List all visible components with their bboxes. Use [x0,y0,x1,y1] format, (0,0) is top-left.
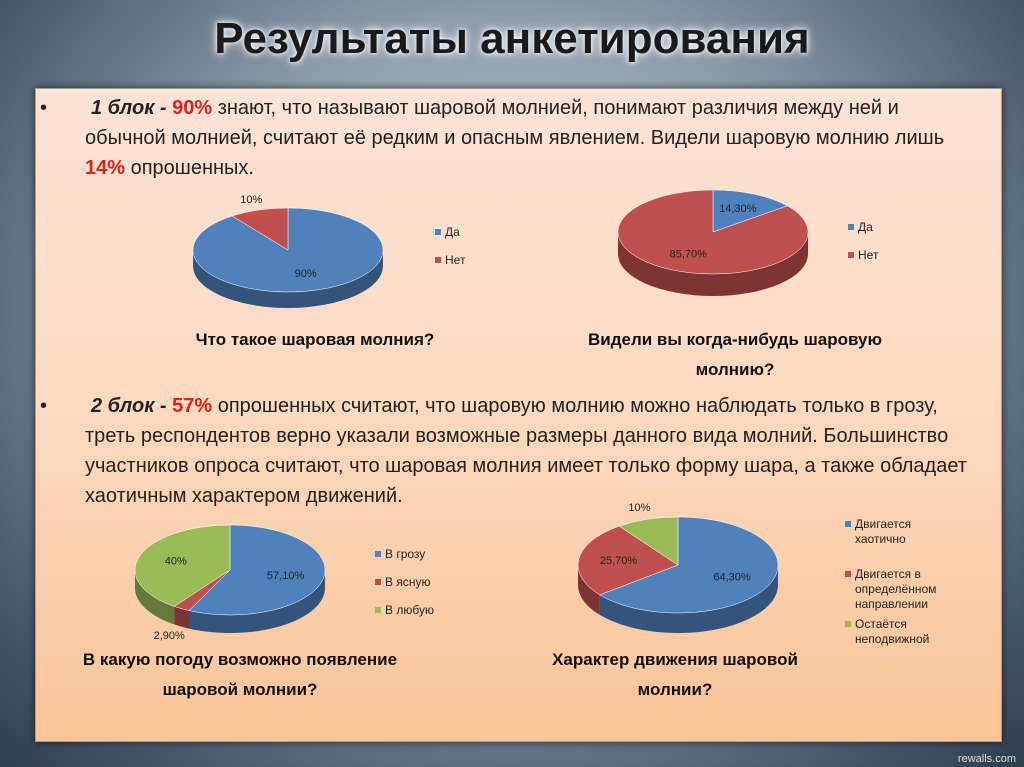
legend-swatch [848,252,854,258]
chart-caption: Что такое шаровая молния? [195,330,435,349]
legend-label: Нет [858,248,879,262]
pie-slice [231,207,289,251]
pie-side [135,570,175,625]
lead: 2 блок - [91,395,173,417]
bullet: 1 блок - 90% знают, что называют шаровой… [40,93,985,183]
value-label: 90% [295,268,317,280]
value-label: 10% [240,194,262,206]
pie-slice [188,524,326,616]
pie-slice [617,189,809,275]
legend-label: Нет [445,253,466,267]
value-label: 85,70% [670,249,708,261]
chart-caption: Видели вы когда-нибудь шаровую молнию? [587,330,883,379]
legend-entry: Двигается в определённом направлении [845,567,965,612]
legend-entry: Нет [848,248,918,263]
legend-label: В грозу [385,547,426,561]
text: опрошенных считают, что шаровую молнию м… [85,395,967,507]
value-label: 14,30% [719,203,757,215]
legend-entry: В ясную [375,575,465,590]
legend-swatch [845,571,851,577]
pie-side [193,250,383,308]
value-label: 57,10% [267,570,305,582]
text: опрошенных. [125,157,254,179]
pie-side [599,565,778,633]
legend-label: Двигается хаотично [855,517,912,546]
value-label: 2,90% [154,630,185,642]
legend-entry: Остаётся неподвижной [845,617,965,647]
legend-entry: Нет [435,253,505,268]
pie-side [189,570,325,634]
value-label: 40% [165,556,187,568]
chart-caption: Характер движения шаровой молнии? [552,650,798,699]
legend-label: Двигается в определённом направлении [855,567,937,611]
value-label: 10% [628,502,650,514]
legend-entry: В любую [375,603,465,618]
pie-side [618,232,808,296]
chart-caption: В какую погоду возможно появление шарово… [82,650,398,699]
pie-slice [618,516,679,566]
legend-swatch [845,521,851,527]
legend-swatch [375,579,381,585]
legend-swatch [848,224,854,230]
pie-slice [599,516,779,614]
value-label: 64,30% [713,571,751,583]
legend-entry: В грозу [375,547,465,562]
legend-swatch [375,551,381,557]
lead: 1 блок - [91,97,173,119]
pie-side [174,606,190,629]
legend-label: В ясную [385,575,431,589]
legend-swatch [845,621,851,627]
legend-entry: Двигается хаотично [845,517,965,547]
pie-side [578,565,600,615]
pie-slice [134,524,231,607]
value-label: 25,70% [600,555,638,567]
bullet: 2 блок - 57% опрошенных считают, что шар… [40,391,985,511]
highlight: 90% [172,97,213,119]
highlight: 57% [172,395,213,417]
legend-label: Остаётся неподвижной [855,617,930,646]
legend-entry: Да [848,220,918,235]
legend-swatch [435,229,441,235]
slide-title: Результаты анкетирования [214,14,810,63]
legend-entry: Да [435,225,505,240]
legend-swatch [375,607,381,613]
text: знают, что называют шаровой молнией, пон… [85,97,945,149]
pie-slice [577,525,679,596]
legend-swatch [435,257,441,263]
highlight: 14% [85,157,126,179]
pie-slice [712,189,788,233]
legend-label: В любую [385,603,434,617]
legend-label: Да [858,220,873,234]
watermark: rewalls.com [957,753,1016,765]
legend-label: Да [445,225,460,239]
